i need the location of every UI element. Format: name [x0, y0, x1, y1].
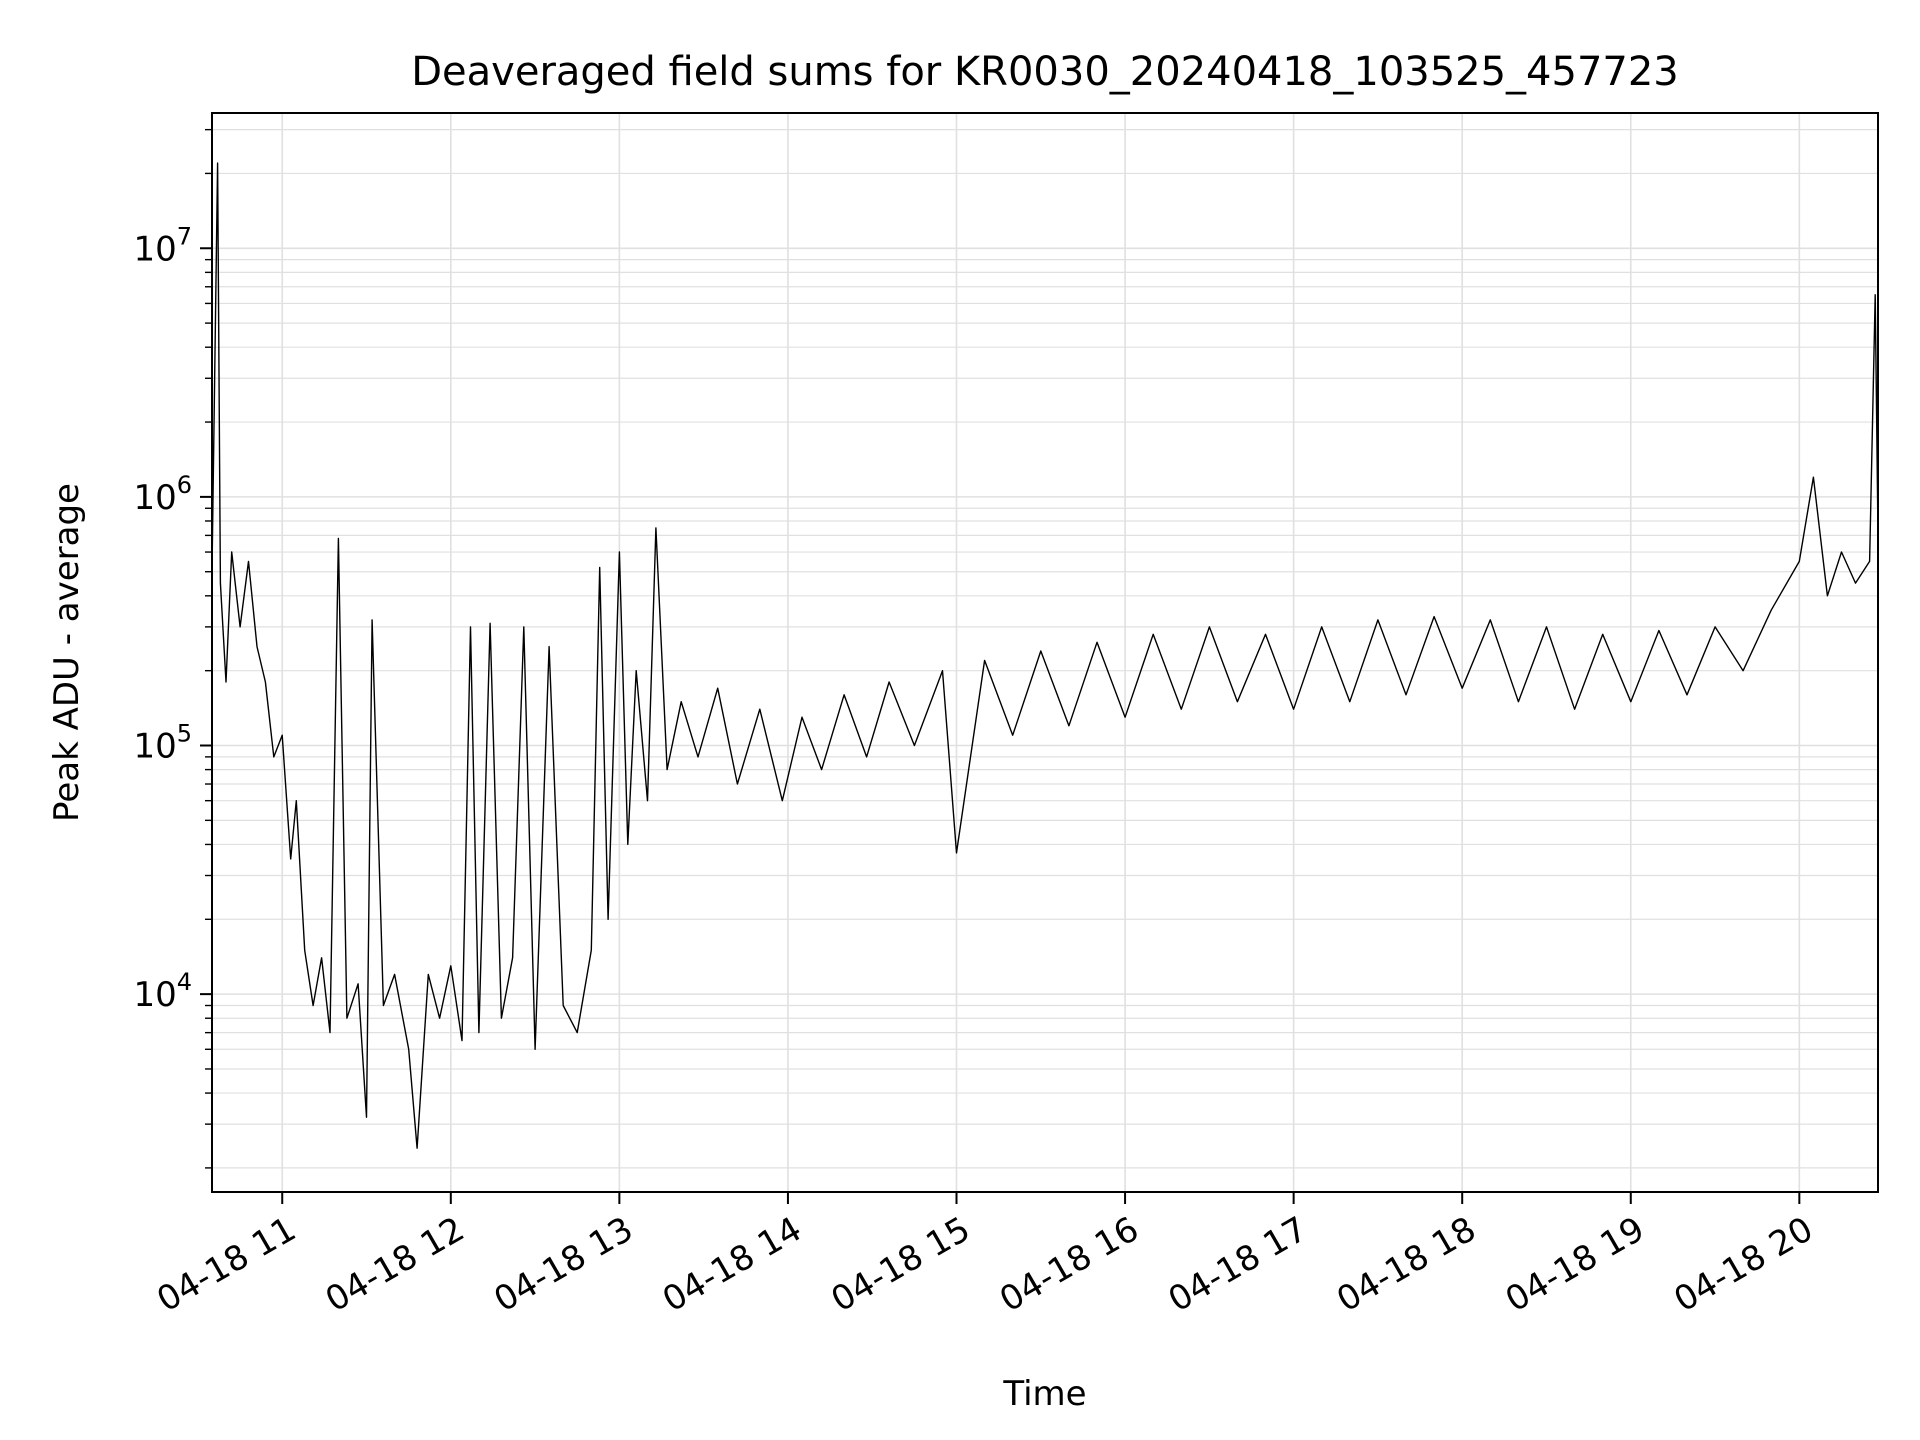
y-tick-label: 106	[133, 471, 192, 518]
data-layer	[211, 162, 1879, 1149]
y-tick-base: 10	[133, 727, 176, 767]
y-tick-exponent: 5	[177, 720, 192, 748]
y-tick-exponent: 6	[177, 471, 192, 499]
x-axis-label: Time	[1002, 1374, 1086, 1414]
chart-title: Deaveraged field sums for KR0030_2024041…	[411, 49, 1679, 95]
plot-frame	[211, 112, 1879, 1193]
y-tick-base: 10	[133, 975, 176, 1015]
y-axis-label: Peak ADU - average	[47, 483, 87, 822]
y-tick-base: 10	[133, 478, 176, 518]
y-tick-exponent: 4	[177, 968, 192, 996]
y-tick-label: 107	[133, 222, 192, 269]
y-tick-label: 104	[133, 968, 192, 1015]
y-tick-base: 10	[133, 229, 176, 269]
series-line	[211, 162, 1879, 1149]
y-tick-label: 105	[133, 720, 192, 767]
grid-lines	[212, 113, 1878, 1192]
y-tick-exponent: 7	[177, 222, 192, 250]
